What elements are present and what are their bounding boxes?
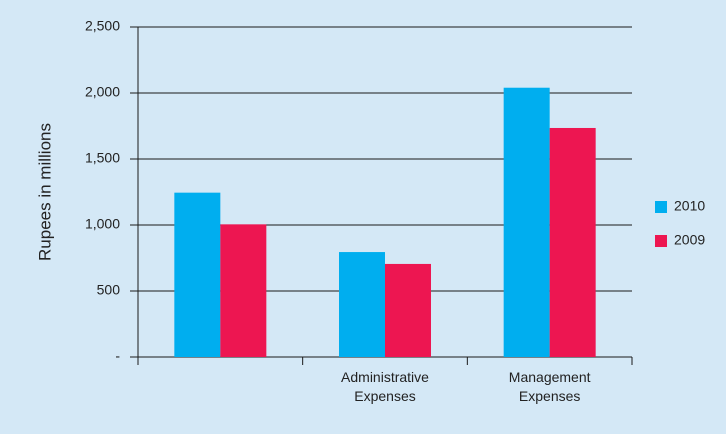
y-axis-label: Rupees in millions xyxy=(35,123,54,261)
legend-label: 2009 xyxy=(674,232,705,248)
y-tick-label: - xyxy=(115,348,120,364)
y-tick-label: 500 xyxy=(97,282,121,298)
legend-swatch xyxy=(655,201,667,213)
bar xyxy=(220,224,267,357)
bar xyxy=(385,263,431,357)
bar xyxy=(549,127,596,357)
bar xyxy=(174,192,221,357)
y-tick-label: 2,000 xyxy=(85,84,120,100)
y-tick-label: 2,500 xyxy=(85,18,120,34)
y-tick-label: 1,500 xyxy=(85,150,120,166)
legend-label: 2010 xyxy=(674,198,705,214)
bar xyxy=(339,252,385,357)
bar xyxy=(503,87,550,357)
x-tick-label: Management Expenses xyxy=(509,369,591,404)
y-tick-label: 1,000 xyxy=(85,216,120,232)
legend-swatch xyxy=(655,235,667,247)
x-tick-label: Administrative Expenses xyxy=(341,369,429,404)
